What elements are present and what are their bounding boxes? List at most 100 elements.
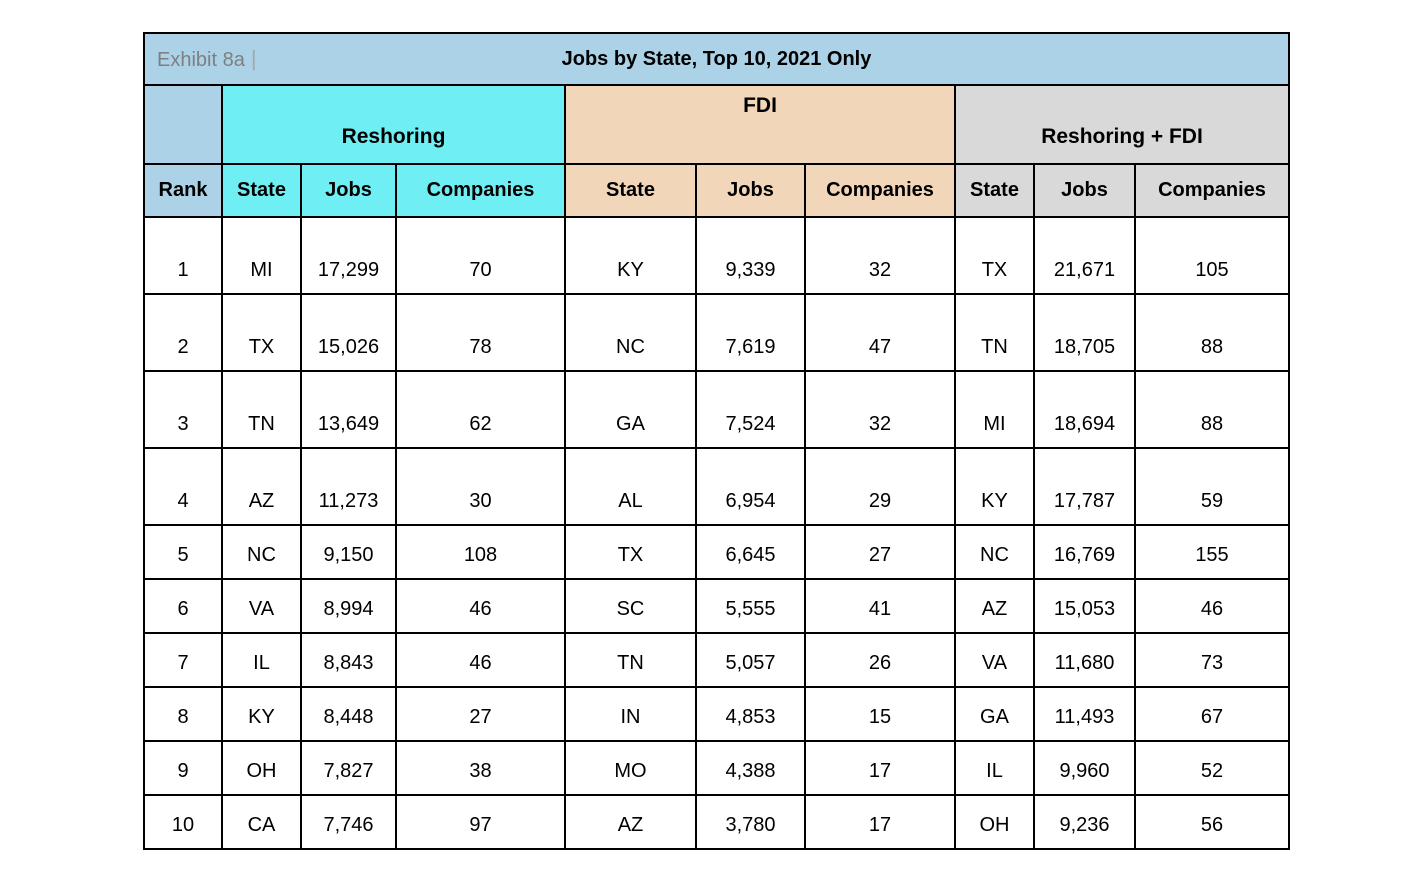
cell-combined-jobs: 18,694 bbox=[1033, 370, 1136, 449]
cell-combined-jobs: 17,787 bbox=[1033, 447, 1136, 526]
cell-reshoring-state: NC bbox=[221, 524, 302, 580]
cell-combined-companies: 105 bbox=[1134, 216, 1290, 295]
cell-fdi-jobs: 6,954 bbox=[695, 447, 806, 526]
group-header-reshoring: Reshoring bbox=[221, 84, 566, 165]
cell-reshoring-jobs: 13,649 bbox=[300, 370, 397, 449]
cell-reshoring-state: VA bbox=[221, 578, 302, 634]
cell-reshoring-companies: 38 bbox=[395, 740, 566, 796]
cell-combined-state: GA bbox=[954, 686, 1035, 742]
cell-combined-jobs: 9,236 bbox=[1033, 794, 1136, 850]
cell-reshoring-jobs: 8,448 bbox=[300, 686, 397, 742]
cell-combined-state: NC bbox=[954, 524, 1035, 580]
group-header-fdi: FDI bbox=[564, 84, 956, 165]
group-header-blank-cell bbox=[143, 84, 223, 165]
cell-reshoring-jobs: 8,994 bbox=[300, 578, 397, 634]
cell-combined-jobs: 18,705 bbox=[1033, 293, 1136, 372]
cell-fdi-state: SC bbox=[564, 578, 697, 634]
cell-fdi-jobs: 3,780 bbox=[695, 794, 806, 850]
table-row: 10 CA 7,746 97 AZ 3,780 17 OH 9,236 56 bbox=[143, 794, 1290, 850]
cell-reshoring-companies: 70 bbox=[395, 216, 566, 295]
title-row: Exhibit 8a | Jobs by State, Top 10, 2021 … bbox=[143, 32, 1290, 86]
cell-reshoring-state: MI bbox=[221, 216, 302, 295]
cell-rank: 4 bbox=[143, 447, 223, 526]
cell-rank: 3 bbox=[143, 370, 223, 449]
cell-reshoring-state: TX bbox=[221, 293, 302, 372]
table-row: 7 IL 8,843 46 TN 5,057 26 VA 11,680 73 bbox=[143, 632, 1290, 688]
cell-reshoring-jobs: 7,746 bbox=[300, 794, 397, 850]
cell-reshoring-companies: 108 bbox=[395, 524, 566, 580]
cell-reshoring-companies: 78 bbox=[395, 293, 566, 372]
cell-combined-state: AZ bbox=[954, 578, 1035, 634]
cell-reshoring-jobs: 7,827 bbox=[300, 740, 397, 796]
cell-fdi-state: MO bbox=[564, 740, 697, 796]
cell-reshoring-companies: 30 bbox=[395, 447, 566, 526]
cell-combined-state: KY bbox=[954, 447, 1035, 526]
col-header-reshoring-companies: Companies bbox=[395, 163, 566, 218]
cell-rank: 6 bbox=[143, 578, 223, 634]
cell-fdi-state: AZ bbox=[564, 794, 697, 850]
cell-fdi-state: TX bbox=[564, 524, 697, 580]
cell-reshoring-companies: 27 bbox=[395, 686, 566, 742]
cell-combined-companies: 73 bbox=[1134, 632, 1290, 688]
cell-reshoring-jobs: 17,299 bbox=[300, 216, 397, 295]
cell-combined-companies: 56 bbox=[1134, 794, 1290, 850]
cell-combined-jobs: 11,493 bbox=[1033, 686, 1136, 742]
exhibit-title-bar: Exhibit 8a | Jobs by State, Top 10, 2021 … bbox=[143, 32, 1290, 86]
table-title: Jobs by State, Top 10, 2021 Only bbox=[561, 47, 872, 70]
cell-fdi-jobs: 6,645 bbox=[695, 524, 806, 580]
cell-combined-jobs: 16,769 bbox=[1033, 524, 1136, 580]
col-header-fdi-state: State bbox=[564, 163, 697, 218]
exhibit-label: Exhibit 8a | bbox=[157, 46, 257, 72]
cell-reshoring-jobs: 11,273 bbox=[300, 447, 397, 526]
cell-reshoring-jobs: 9,150 bbox=[300, 524, 397, 580]
cell-reshoring-state: IL bbox=[221, 632, 302, 688]
jobs-by-state-table: Exhibit 8a | Jobs by State, Top 10, 2021 … bbox=[143, 32, 1290, 850]
cell-reshoring-jobs: 8,843 bbox=[300, 632, 397, 688]
cell-combined-companies: 88 bbox=[1134, 370, 1290, 449]
cell-reshoring-state: CA bbox=[221, 794, 302, 850]
cell-combined-companies: 67 bbox=[1134, 686, 1290, 742]
exhibit-separator: | bbox=[250, 46, 257, 71]
column-header-row: Rank State Jobs Companies State Jobs Com… bbox=[143, 163, 1290, 218]
cell-combined-state: OH bbox=[954, 794, 1035, 850]
table-row: 2 TX 15,026 78 NC 7,619 47 TN 18,705 88 bbox=[143, 293, 1290, 372]
table-row: 1 MI 17,299 70 KY 9,339 32 TX 21,671 105 bbox=[143, 216, 1290, 295]
cell-reshoring-state: AZ bbox=[221, 447, 302, 526]
col-header-reshoring-jobs: Jobs bbox=[300, 163, 397, 218]
cell-reshoring-state: TN bbox=[221, 370, 302, 449]
cell-rank: 5 bbox=[143, 524, 223, 580]
cell-combined-jobs: 15,053 bbox=[1033, 578, 1136, 634]
cell-combined-companies: 88 bbox=[1134, 293, 1290, 372]
cell-combined-companies: 46 bbox=[1134, 578, 1290, 634]
cell-fdi-companies: 32 bbox=[804, 370, 956, 449]
table-row: 8 KY 8,448 27 IN 4,853 15 GA 11,493 67 bbox=[143, 686, 1290, 742]
cell-reshoring-companies: 97 bbox=[395, 794, 566, 850]
cell-reshoring-companies: 46 bbox=[395, 632, 566, 688]
cell-rank: 1 bbox=[143, 216, 223, 295]
cell-reshoring-companies: 46 bbox=[395, 578, 566, 634]
cell-fdi-state: KY bbox=[564, 216, 697, 295]
table-row: 3 TN 13,649 62 GA 7,524 32 MI 18,694 88 bbox=[143, 370, 1290, 449]
cell-rank: 7 bbox=[143, 632, 223, 688]
cell-fdi-companies: 47 bbox=[804, 293, 956, 372]
col-header-fdi-companies: Companies bbox=[804, 163, 956, 218]
col-header-fdi-jobs: Jobs bbox=[695, 163, 806, 218]
col-header-combined-companies: Companies bbox=[1134, 163, 1290, 218]
cell-fdi-jobs: 4,388 bbox=[695, 740, 806, 796]
cell-combined-jobs: 11,680 bbox=[1033, 632, 1136, 688]
cell-combined-state: TX bbox=[954, 216, 1035, 295]
group-header-combined: Reshoring + FDI bbox=[954, 84, 1290, 165]
col-header-combined-state: State bbox=[954, 163, 1035, 218]
cell-fdi-state: TN bbox=[564, 632, 697, 688]
cell-fdi-state: NC bbox=[564, 293, 697, 372]
cell-combined-state: TN bbox=[954, 293, 1035, 372]
cell-fdi-jobs: 4,853 bbox=[695, 686, 806, 742]
table-body: 1 MI 17,299 70 KY 9,339 32 TX 21,671 105 2 TX 15,026… bbox=[143, 216, 1290, 850]
cell-rank: 2 bbox=[143, 293, 223, 372]
cell-fdi-companies: 29 bbox=[804, 447, 956, 526]
cell-fdi-companies: 41 bbox=[804, 578, 956, 634]
cell-fdi-jobs: 9,339 bbox=[695, 216, 806, 295]
cell-fdi-jobs: 5,057 bbox=[695, 632, 806, 688]
cell-fdi-state: AL bbox=[564, 447, 697, 526]
cell-rank: 8 bbox=[143, 686, 223, 742]
